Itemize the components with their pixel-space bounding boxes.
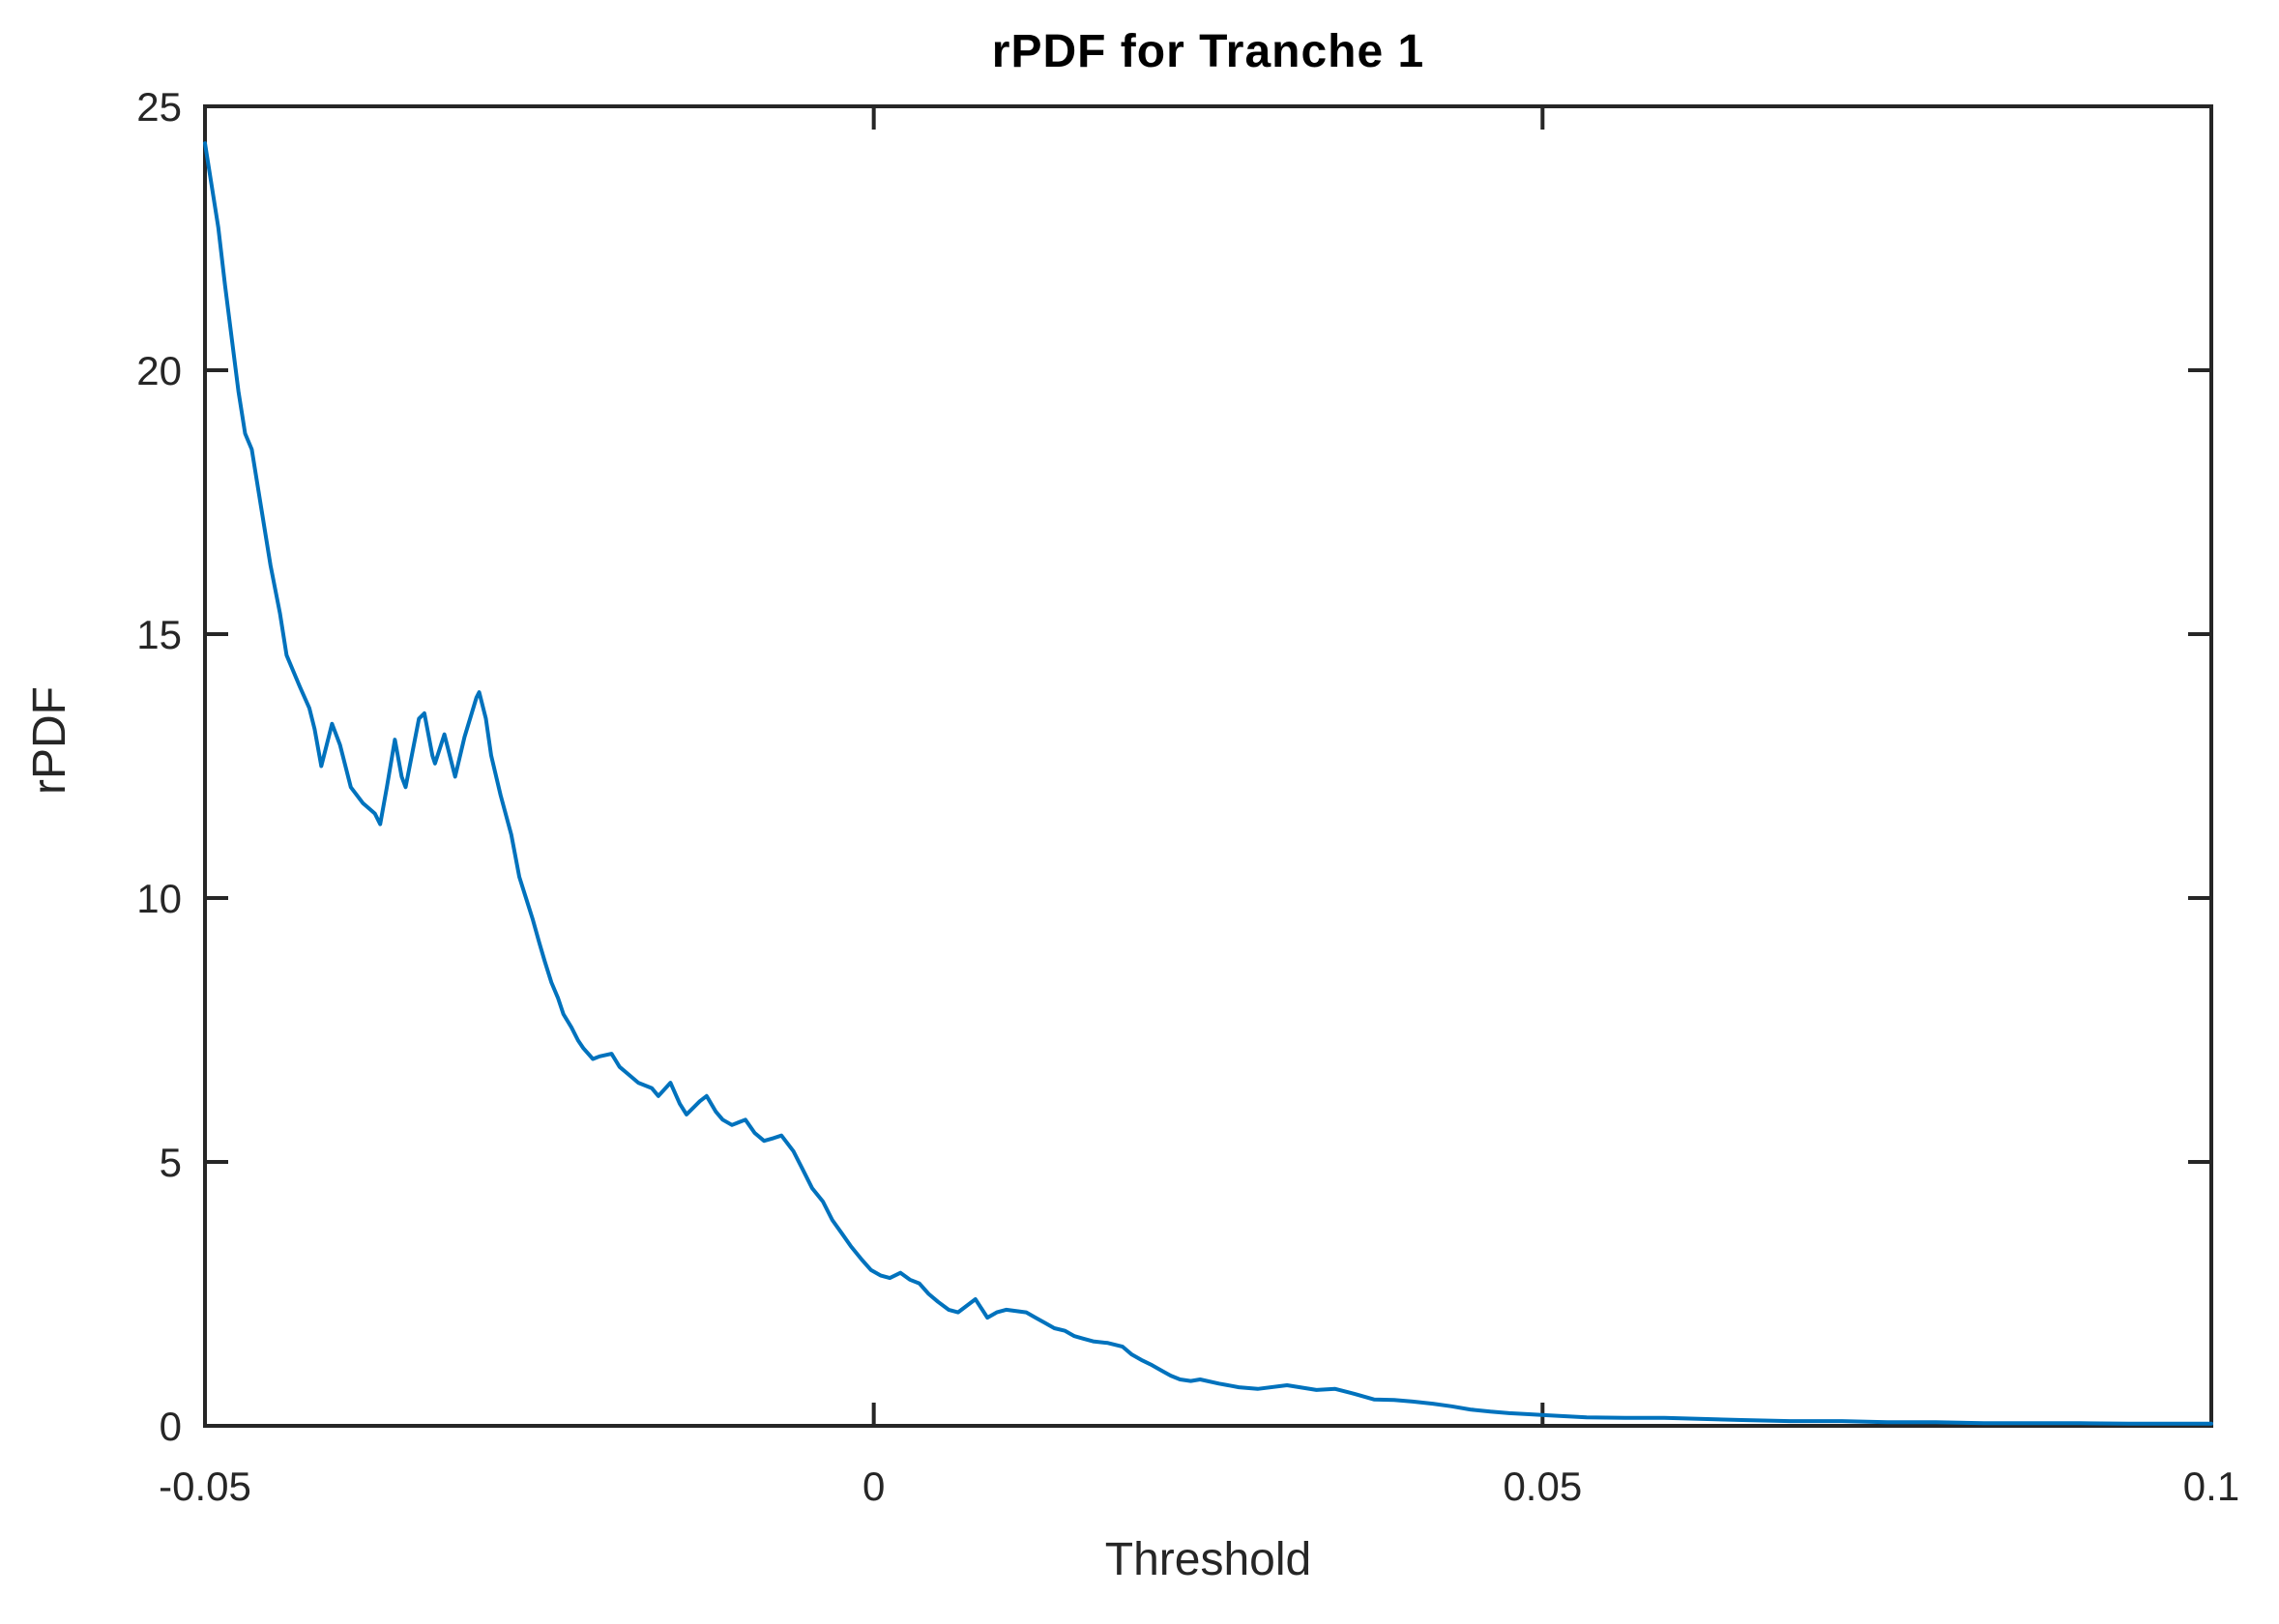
y-tick-label: 15: [136, 612, 182, 657]
y-tick-label: 0: [160, 1404, 182, 1449]
x-tick-label: 0: [862, 1464, 885, 1509]
x-axis-label: Threshold: [1104, 1534, 1312, 1585]
y-axis-label: rPDF: [24, 686, 75, 795]
chart-title: rPDF for Tranche 1: [991, 26, 1425, 77]
x-tick-label: 0.1: [2183, 1464, 2239, 1509]
x-tick-label: 0.05: [1503, 1464, 1582, 1509]
y-tick-label: 20: [136, 348, 182, 393]
y-tick-label: 5: [160, 1140, 182, 1185]
y-tick-label: 25: [136, 84, 182, 130]
rpdf-curve: [203, 141, 2213, 1426]
x-tick-label: -0.05: [159, 1464, 251, 1509]
plot-box: [203, 104, 2213, 1428]
y-tick-label: 10: [136, 876, 182, 921]
